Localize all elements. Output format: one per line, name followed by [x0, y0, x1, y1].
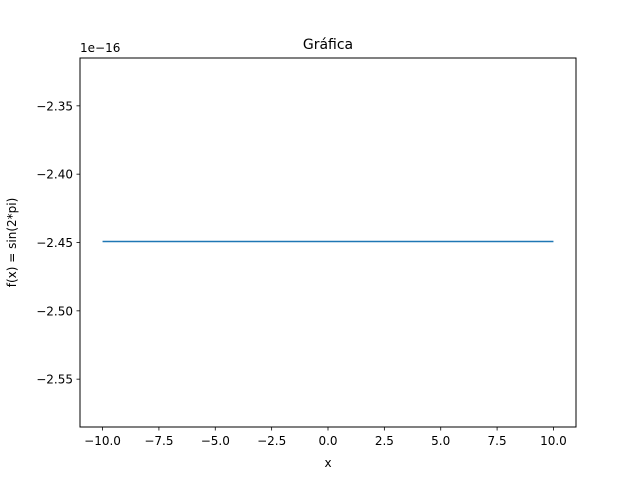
x-tick-label: −7.5	[144, 434, 173, 448]
x-tick-label: 10.0	[540, 434, 567, 448]
x-tick-label: −2.5	[257, 434, 286, 448]
y-offset-label: 1e−16	[80, 41, 120, 55]
x-axis-label: x	[324, 456, 331, 470]
x-tick-label: 7.5	[488, 434, 507, 448]
y-tick-label: −2.50	[36, 304, 73, 318]
y-axis: −2.35 −2.40 −2.45 −2.50 −2.55	[36, 99, 80, 387]
x-tick-label: 5.0	[431, 434, 450, 448]
chart-title: Gráfica	[303, 37, 353, 53]
y-tick-label: −2.35	[36, 99, 73, 113]
x-tick-label: −10.0	[84, 434, 121, 448]
x-tick-label: −5.0	[201, 434, 230, 448]
y-axis-label: f(x) = sin(2*pi)	[5, 198, 19, 288]
x-tick-label: 0.0	[318, 434, 337, 448]
x-tick-label: 2.5	[375, 434, 394, 448]
y-tick-label: −2.55	[36, 373, 73, 387]
x-axis: −10.0 −7.5 −5.0 −2.5 0.0 2.5 5.0 7.5 10.0	[84, 427, 567, 448]
y-tick-label: −2.45	[36, 236, 73, 250]
y-tick-label: −2.40	[36, 168, 73, 182]
